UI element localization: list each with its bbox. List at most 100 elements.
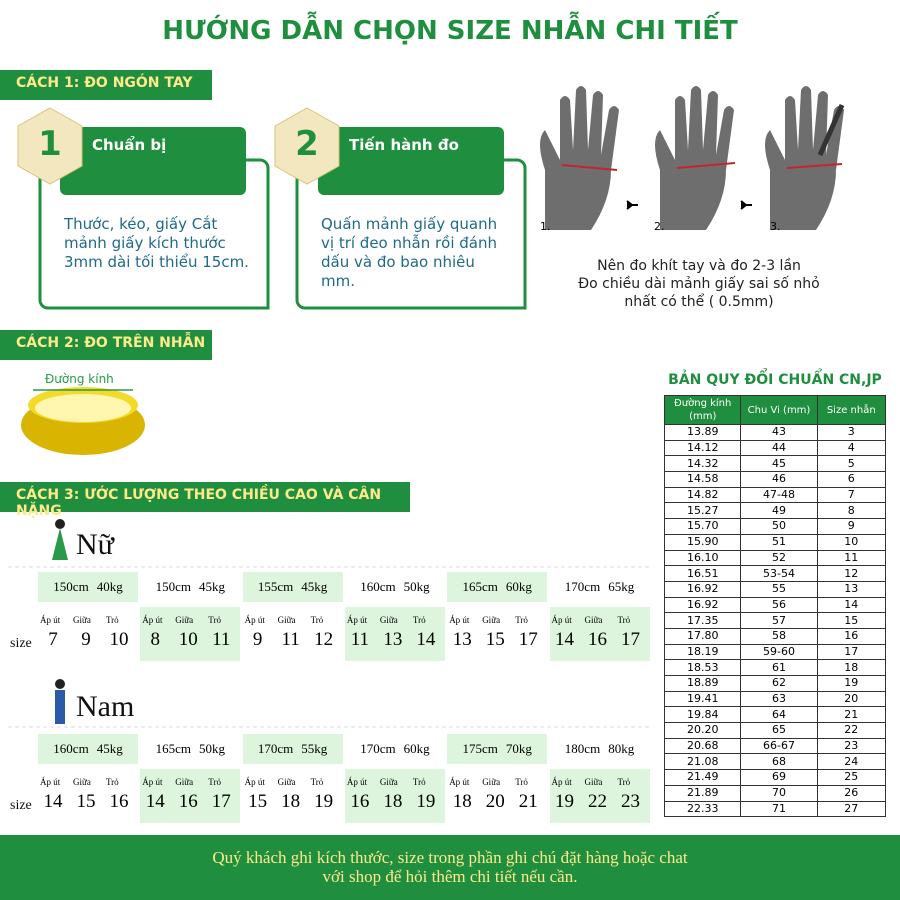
table-cell: 18.89: [663, 675, 742, 692]
section-heading: CÁCH 3: ƯỚC LƯỢNG THEO CHIỀU CAO VÀ CÂN …: [0, 482, 410, 519]
table-cell: 52: [740, 549, 818, 567]
table-row: 19.84 64 21: [663, 706, 887, 724]
table-cell: 14.32: [663, 455, 742, 473]
table-cell: 22.33: [663, 800, 742, 818]
group-label: Nam: [76, 690, 135, 723]
size-value: 13: [452, 629, 472, 650]
table-cell: 15.90: [663, 533, 742, 551]
finger-label: Áp út: [551, 615, 572, 625]
step-number: 2: [295, 124, 319, 164]
finger-label: Giữa: [379, 615, 398, 625]
table-cell: 45: [740, 455, 818, 473]
table-cell: 20: [816, 690, 887, 708]
finger-label: Trỏ: [106, 615, 119, 625]
finger-label: Áp út: [244, 777, 265, 787]
table-cell: 69: [740, 769, 818, 786]
table-row: 14.82 47-48 7: [663, 486, 887, 504]
table-cell: 11: [816, 549, 887, 567]
table-row: 15.27 49 8: [663, 502, 887, 520]
table-cell: 14: [816, 596, 887, 614]
size-value: 17: [621, 629, 640, 650]
table-cell: 9: [816, 518, 887, 535]
finger-label: Giữa: [379, 777, 398, 787]
size-value: 18: [281, 791, 301, 812]
size-cell: Áp út 11 Giữa 13 Trỏ 14: [344, 607, 445, 661]
table-cell: 19.41: [663, 690, 742, 708]
weight: 60kg: [403, 741, 430, 756]
finger-label: Trỏ: [617, 777, 631, 787]
section-heading: CÁCH 2: ĐO TRÊN NHẪN: [0, 330, 212, 360]
table-cell: 16.92: [663, 580, 742, 598]
table-cell: 71: [740, 800, 818, 818]
finger-label: Giữa: [584, 615, 603, 625]
table-row: 15.70 50 9: [663, 518, 887, 535]
table-cell: 20.20: [663, 722, 742, 739]
weight: 45kg: [96, 741, 123, 756]
header-cell: Chu Vi (mm): [740, 395, 818, 425]
size-label: size: [10, 798, 32, 813]
table-cell: 55: [740, 580, 818, 598]
table-cell: 14.58: [663, 471, 742, 488]
table-cell: 46: [740, 471, 818, 488]
size-value: 16: [109, 791, 129, 812]
finger-label: Trỏ: [515, 615, 528, 625]
finger-label: Giữa: [73, 615, 91, 625]
finger-label: Trỏ: [412, 777, 426, 787]
finger-label: Trỏ: [515, 777, 528, 787]
table-cell: 65: [740, 722, 818, 739]
weight: 50kg: [198, 741, 225, 756]
size-header: 160cm 50kg: [344, 572, 445, 602]
finger-label: Áp út: [346, 777, 368, 787]
size-cell: Áp út 18 Giữa 20 Trỏ 21: [447, 769, 548, 823]
size-cell: Áp út 16 Giữa 18 Trỏ 19: [344, 769, 445, 823]
step-number: 1: [38, 124, 62, 164]
size-value: 19: [416, 791, 436, 812]
height: 170cm: [257, 741, 294, 756]
height: 155cm: [257, 579, 294, 594]
table-row: 21.08 68 24: [663, 753, 887, 771]
table-cell: 16.92: [663, 596, 742, 614]
size-value: 16: [350, 791, 370, 812]
table-title: BẢN QUY ĐỔI CHUẨN CN,JP: [668, 372, 882, 388]
finger-label: Giữa: [584, 777, 603, 787]
size-value: 21: [518, 791, 538, 812]
table-row: 17.35 57 15: [663, 612, 887, 629]
table-cell: 5: [816, 455, 887, 473]
finger-label: Trỏ: [208, 777, 221, 787]
size-value: 11: [212, 629, 231, 650]
footer-line: Quý khách ghi kích thước, size trong phầ…: [212, 848, 688, 867]
table-cell: 58: [740, 627, 818, 645]
table-cell: 3: [816, 424, 887, 441]
table-cell: 19.84: [663, 706, 742, 724]
finger-label: Áp út: [244, 615, 265, 625]
finger-label: Giữa: [482, 615, 501, 625]
table-cell: 50: [740, 518, 818, 535]
size-value: 9: [81, 629, 91, 650]
size-value: 17: [518, 629, 538, 650]
table-cell: 64: [740, 706, 818, 724]
table-cell: 12: [816, 565, 887, 582]
table-cell: 18: [816, 659, 887, 676]
footer: Quý khách ghi kích thước, size trong phầ…: [0, 848, 900, 886]
table-row: 13.89 43 3: [663, 424, 887, 441]
size-value: 15: [248, 791, 268, 812]
size-header: 175cm 70kg: [447, 734, 548, 764]
height: 150cm: [53, 579, 89, 594]
table-cell: 63: [740, 690, 818, 708]
table-cell: 22: [816, 722, 887, 739]
finger-label: Giữa: [277, 615, 296, 625]
size-header: 150cm 45kg: [140, 572, 241, 602]
size-value: 20: [485, 791, 505, 812]
finger-label: Trỏ: [208, 615, 221, 625]
size-value: 16: [588, 629, 607, 650]
height: 165cm: [155, 741, 191, 756]
note-line: Đo chiều dài mảnh giấy sai số nhỏ: [578, 276, 820, 292]
size-value: 16: [178, 791, 198, 812]
step-title: Chuẩn bị: [92, 136, 167, 154]
table-cell: 24: [816, 753, 887, 771]
finger-label: Áp út: [449, 777, 470, 787]
size-cell: Áp út 9 Giữa 11 Trỏ 12: [242, 607, 343, 661]
table-cell: 18.53: [663, 659, 742, 676]
weight: 80kg: [608, 741, 635, 756]
header-cell: Size nhẫn: [816, 395, 887, 425]
